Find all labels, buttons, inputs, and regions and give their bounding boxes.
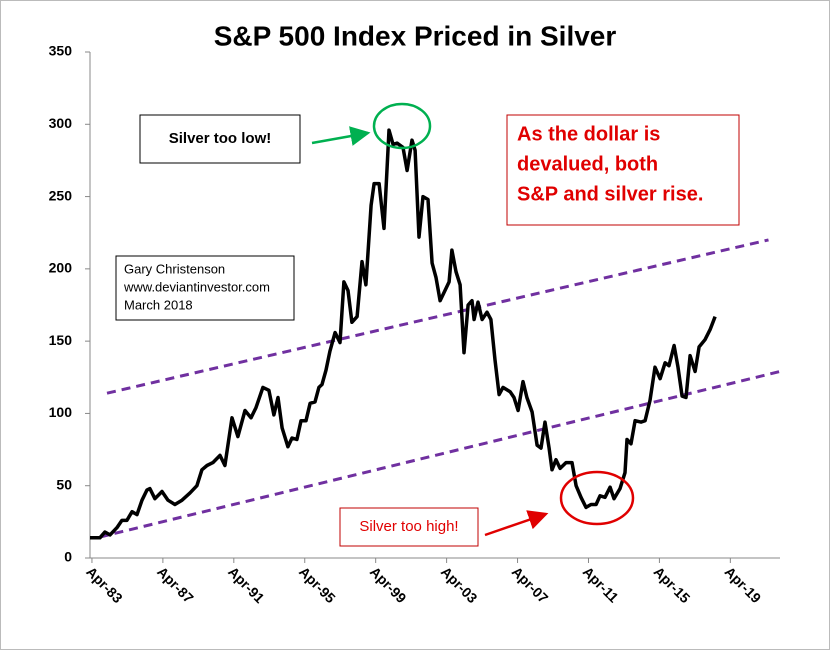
annotation-box (139, 114, 301, 164)
arrow (311, 126, 371, 146)
y-tick-label: 350 (49, 43, 73, 59)
y-tick-label: 200 (49, 260, 73, 276)
y-tick-label: 0 (64, 549, 72, 565)
y-tick-label: 50 (56, 476, 72, 492)
credit: www.deviantinvestor.com (123, 279, 270, 294)
annotation: devalued, both (517, 153, 658, 175)
credit: Gary Christenson (124, 261, 225, 276)
trend-line (99, 370, 781, 539)
highlight-circle (372, 102, 432, 150)
annotation-box (506, 114, 740, 226)
annotation-box (339, 507, 479, 547)
annotation: As the dollar is (517, 123, 660, 145)
annotation: Silver too high! (359, 518, 458, 535)
annotation: Silver too low! (169, 130, 272, 147)
credit-box (115, 255, 295, 321)
annotation: S&P and silver rise. (517, 183, 703, 205)
highlight-circle (559, 470, 635, 526)
y-tick-label: 250 (49, 187, 73, 203)
arrow (484, 510, 549, 537)
y-tick-label: 300 (49, 115, 73, 131)
y-tick-label: 150 (49, 332, 73, 348)
credit: March 2018 (124, 297, 193, 312)
chart-title: S&P 500 Index Priced in Silver (214, 20, 617, 51)
y-tick-label: 100 (49, 404, 73, 420)
trend-line (106, 238, 769, 395)
line (90, 128, 717, 540)
